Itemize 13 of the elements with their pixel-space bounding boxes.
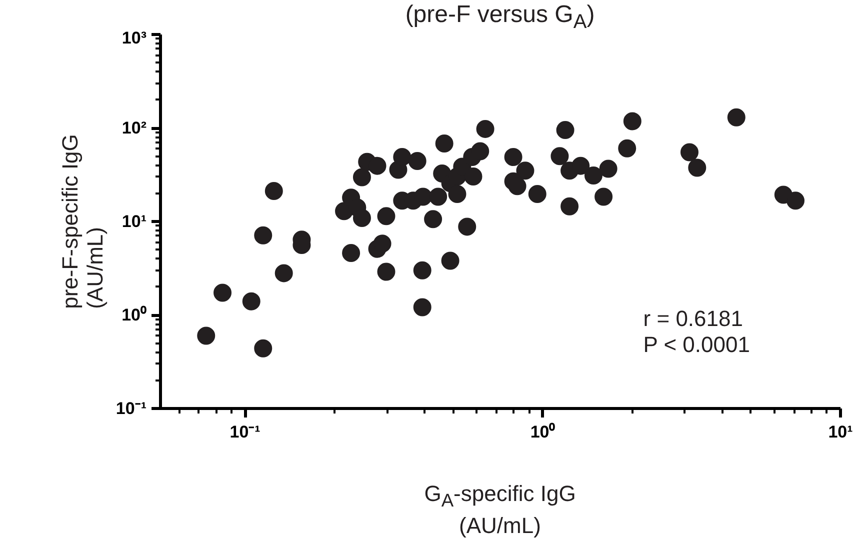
- y-tick-label: 10⁰: [122, 306, 147, 324]
- x-tick-label: 10⁻¹: [230, 422, 261, 442]
- y-tick-label: 10²: [122, 118, 147, 138]
- x-tick-label: 10⁰: [530, 422, 556, 442]
- y-tick-label: 10⁻¹: [116, 399, 147, 418]
- y-tick-label: 10³: [122, 28, 147, 48]
- chart-title: (pre-F versus G$_{A}$): [405, 0, 595, 35]
- x-axis-title: G$_{A}$-specific IgG (AU/mL): [424, 480, 576, 540]
- y-axis-title: pre-F-specific IgG (AU/mL): [58, 134, 108, 309]
- x-tick-label: 10¹: [828, 422, 854, 442]
- y-tick-label: 10¹: [122, 212, 147, 231]
- annotation: P < 0.0001: [643, 332, 750, 358]
- annotation: r = 0.6181: [643, 306, 743, 332]
